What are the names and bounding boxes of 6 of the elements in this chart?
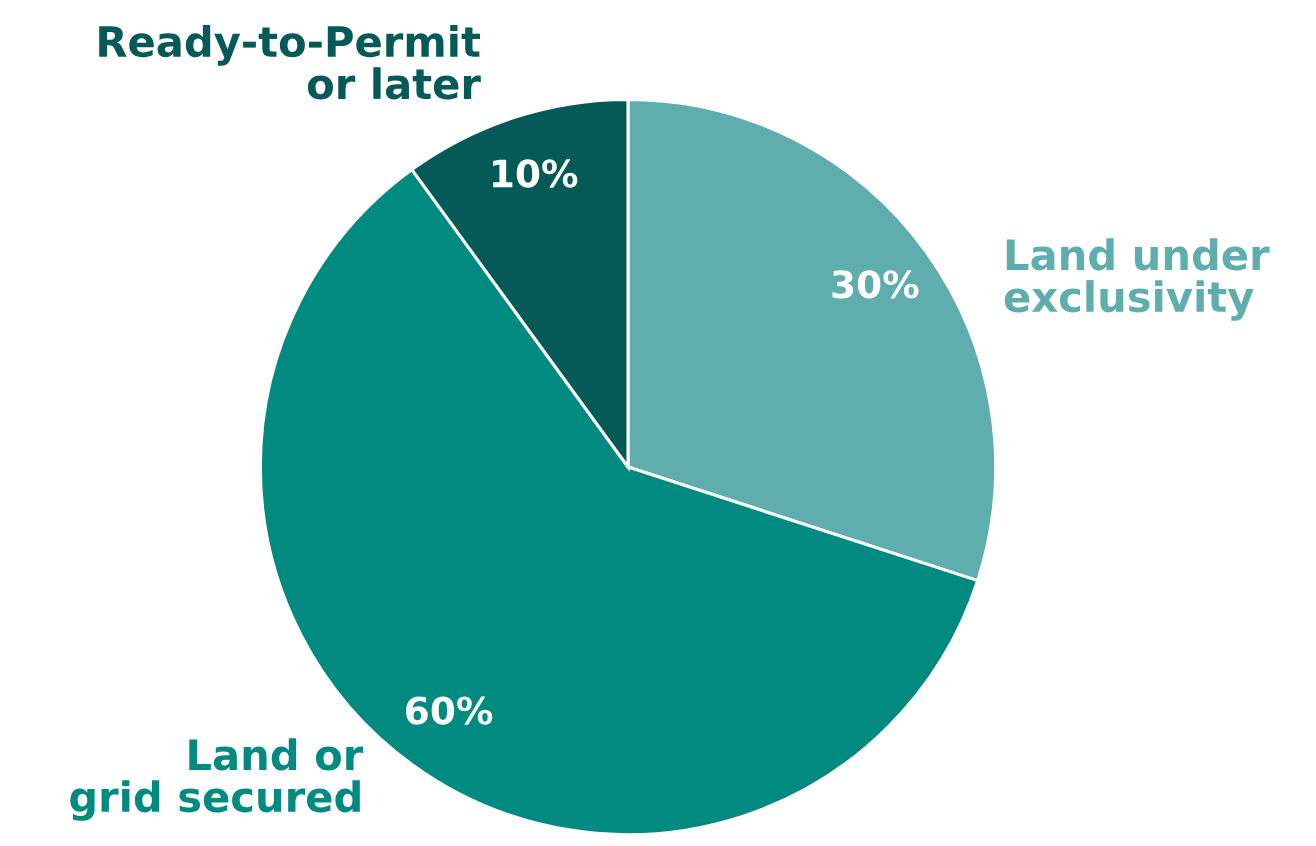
- data-label: 10%: [493, 159, 578, 188]
- data-label: 30%: [832, 270, 919, 299]
- slice-label: Land under exclusivity: [1004, 238, 1270, 321]
- slice-label: Land or grid secured: [70, 738, 364, 821]
- data-label: 60%: [406, 696, 493, 725]
- slice-label: Ready-to-Permit or later: [99, 24, 481, 100]
